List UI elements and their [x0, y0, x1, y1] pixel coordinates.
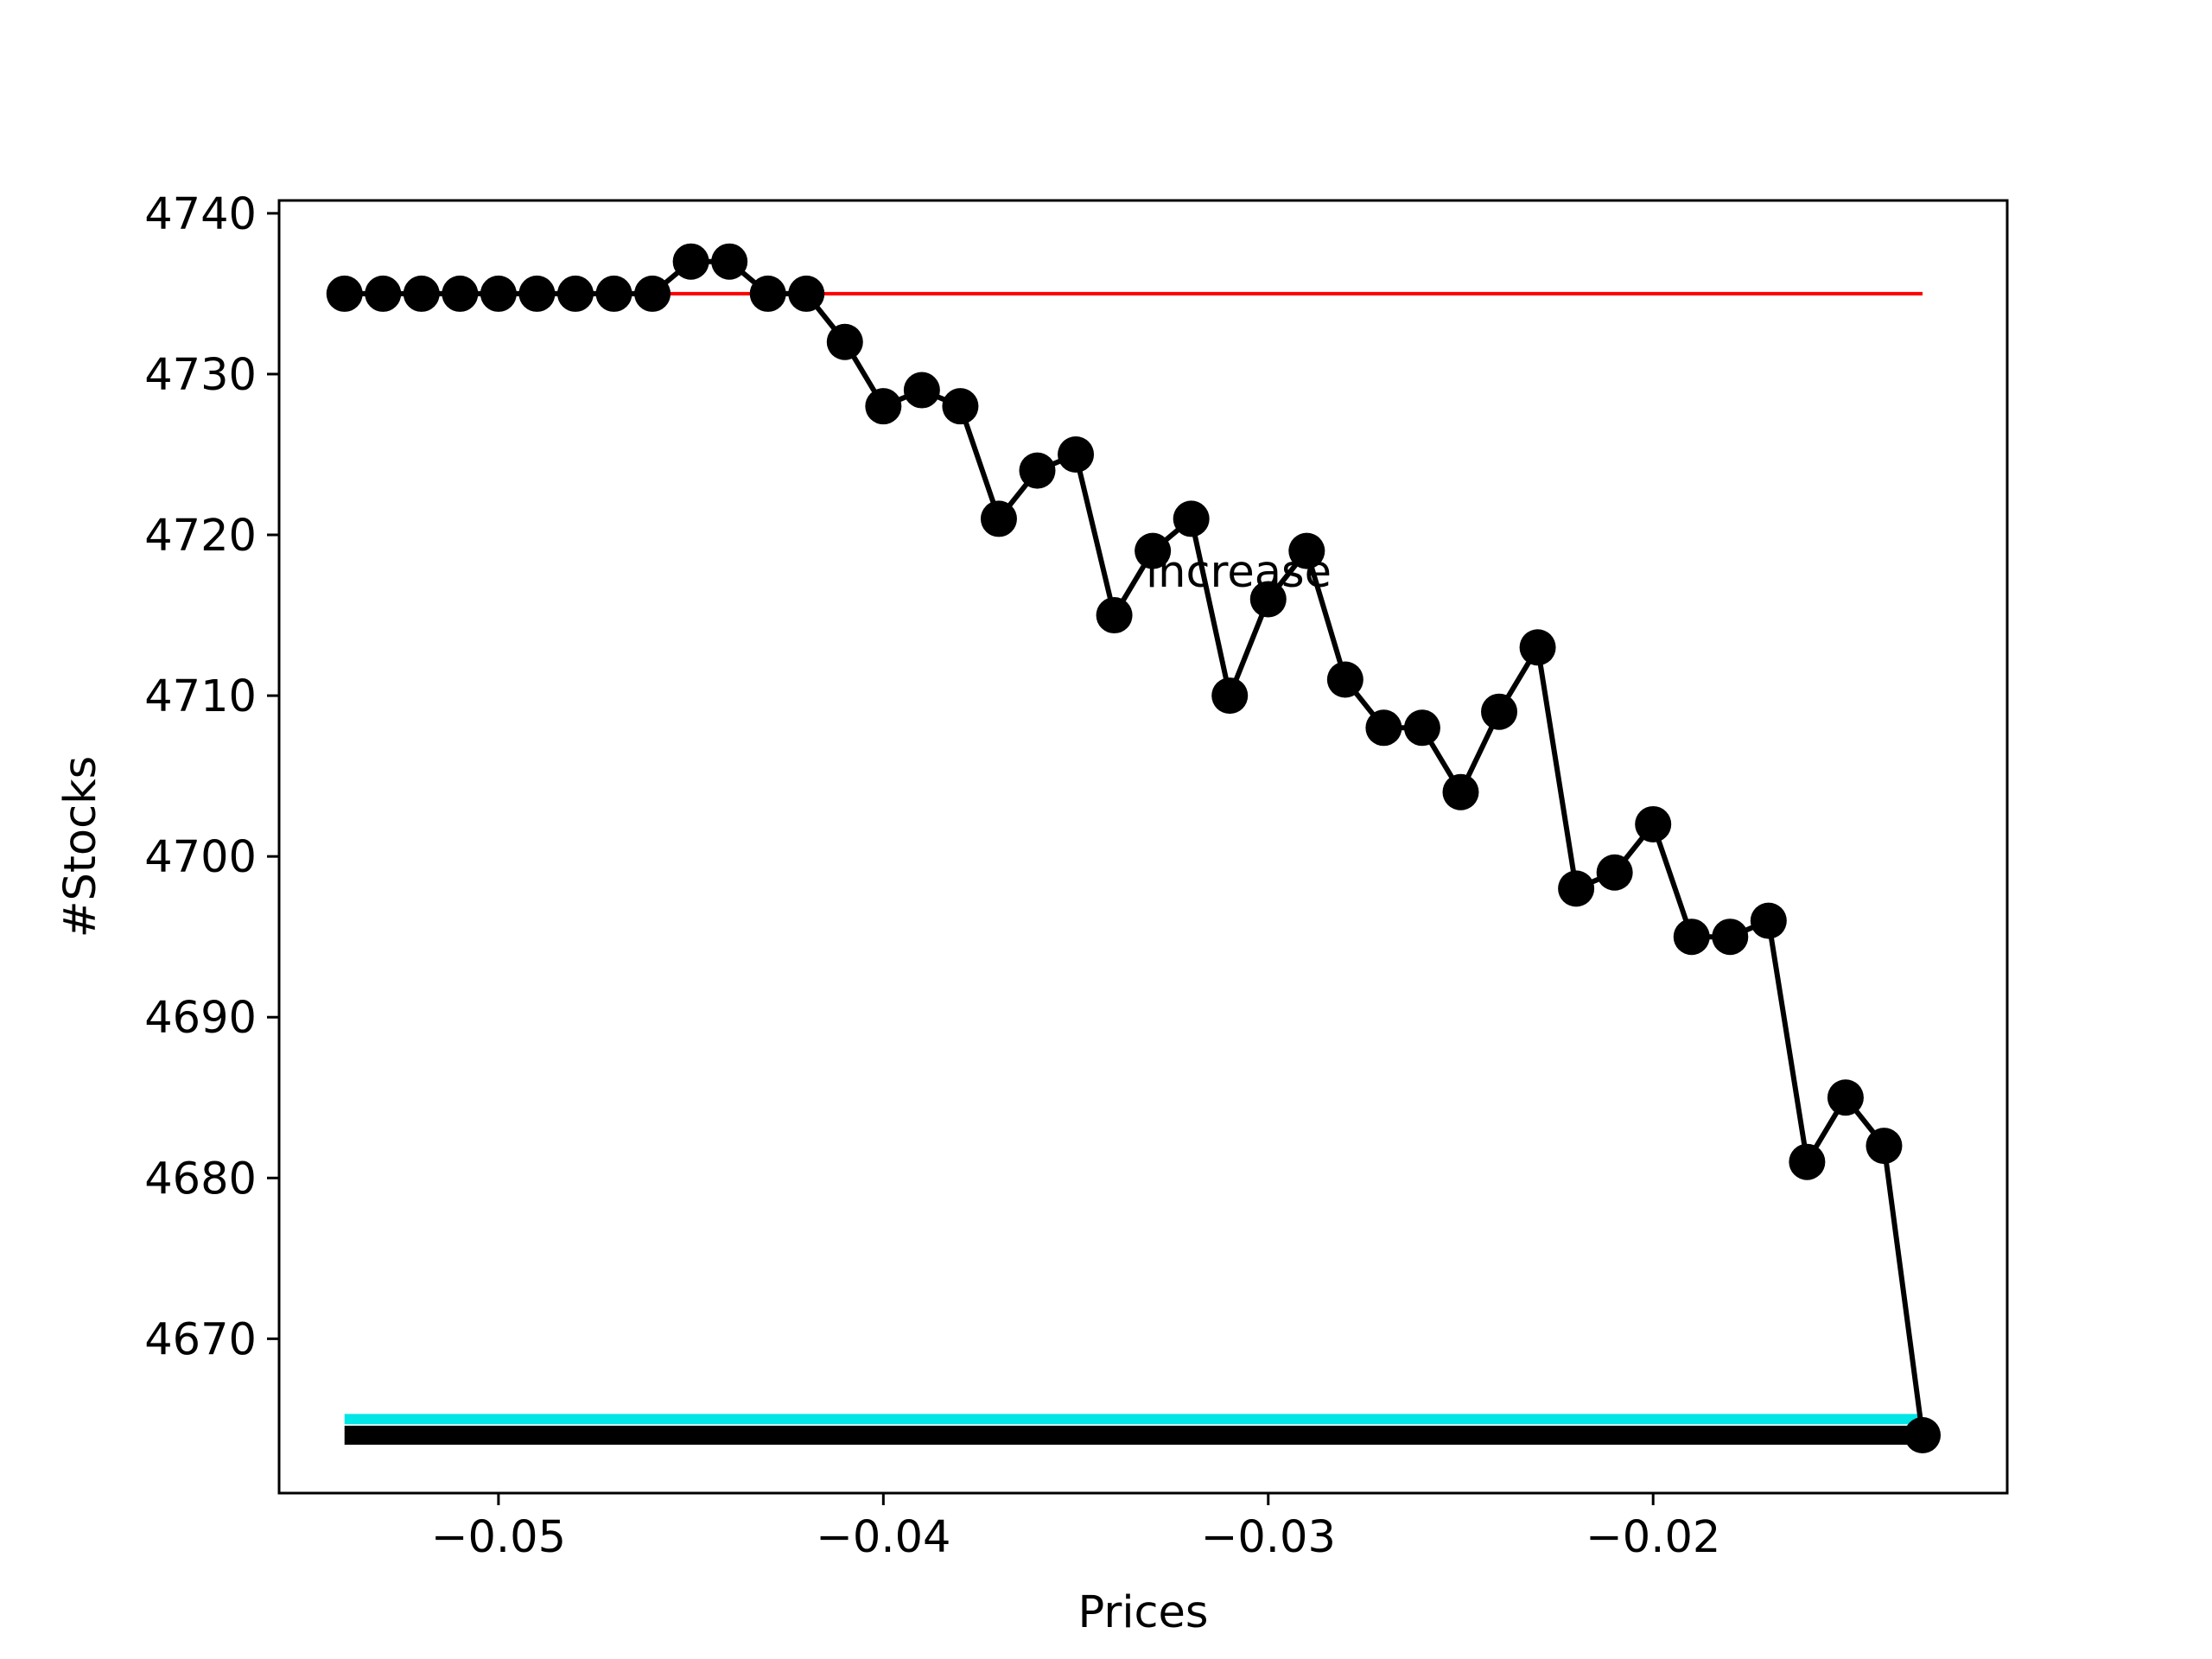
- y-axis-ticks: 4670 4680 4690 4700 4710 4720 4730 4740: [144, 189, 279, 1365]
- y-tick-label: 4700: [144, 832, 257, 883]
- data-point: [480, 275, 517, 312]
- x-tick-label: −0.04: [816, 1512, 950, 1563]
- data-point: [1596, 854, 1633, 891]
- data-point: [1827, 1079, 1864, 1116]
- annotation-label: increase: [1146, 547, 1332, 598]
- y-tick-label: 4730: [144, 350, 257, 401]
- data-point: [1249, 581, 1287, 618]
- data-point: [1635, 805, 1672, 842]
- data-point: [1058, 435, 1095, 473]
- x-axis-ticks: −0.05 −0.04 −0.03 −0.02: [431, 1493, 1720, 1563]
- data-point: [672, 243, 709, 280]
- data-point: [1866, 1128, 1903, 1165]
- data-point: [1481, 693, 1518, 730]
- data-point: [442, 275, 479, 312]
- x-tick-label: −0.05: [431, 1512, 566, 1563]
- data-point: [1365, 709, 1402, 747]
- data-point: [1135, 532, 1172, 569]
- y-tick-label: 4720: [144, 511, 257, 562]
- x-tick-label: −0.03: [1201, 1512, 1336, 1563]
- data-point: [1326, 661, 1363, 698]
- y-tick-label: 4670: [144, 1314, 257, 1365]
- y-tick-label: 4690: [144, 993, 257, 1044]
- data-point: [1211, 677, 1249, 715]
- x-tick-label: −0.02: [1586, 1512, 1720, 1563]
- data-point: [1019, 452, 1056, 489]
- data-point: [1173, 500, 1210, 537]
- data-point: [865, 388, 902, 425]
- data-point: [749, 275, 786, 312]
- data-point: [1519, 629, 1556, 666]
- y-tick-label: 4680: [144, 1154, 257, 1205]
- data-point: [365, 275, 402, 312]
- data-point: [326, 275, 363, 312]
- data-point: [1558, 870, 1595, 907]
- data-point: [595, 275, 632, 312]
- data-point: [634, 275, 671, 312]
- x-axis-label: Prices: [1078, 1587, 1209, 1638]
- data-point: [1750, 902, 1787, 939]
- data-point: [403, 275, 440, 312]
- data-point: [1673, 918, 1710, 956]
- data-point: [1712, 918, 1749, 956]
- reference-lines: [344, 291, 1923, 1446]
- data-point: [1789, 1143, 1826, 1180]
- data-point: [826, 323, 863, 360]
- data-point: [556, 275, 594, 312]
- data-point: [711, 243, 748, 280]
- data-point: [1288, 532, 1325, 569]
- y-tick-label: 4710: [144, 671, 257, 722]
- data-point: [518, 275, 556, 312]
- y-tick-label: 4740: [144, 189, 257, 240]
- data-point: [1096, 597, 1133, 634]
- data-point: [1442, 773, 1479, 810]
- data-point: [788, 275, 825, 312]
- y-axis-label: #Stocks: [55, 756, 106, 938]
- plot-frame: [277, 199, 2009, 1495]
- data-point: [1403, 709, 1440, 747]
- data-point: [942, 388, 979, 425]
- data-point: [903, 372, 940, 409]
- data-series: [326, 243, 1942, 1454]
- data-point: [980, 500, 1017, 537]
- data-point: [1904, 1417, 1942, 1454]
